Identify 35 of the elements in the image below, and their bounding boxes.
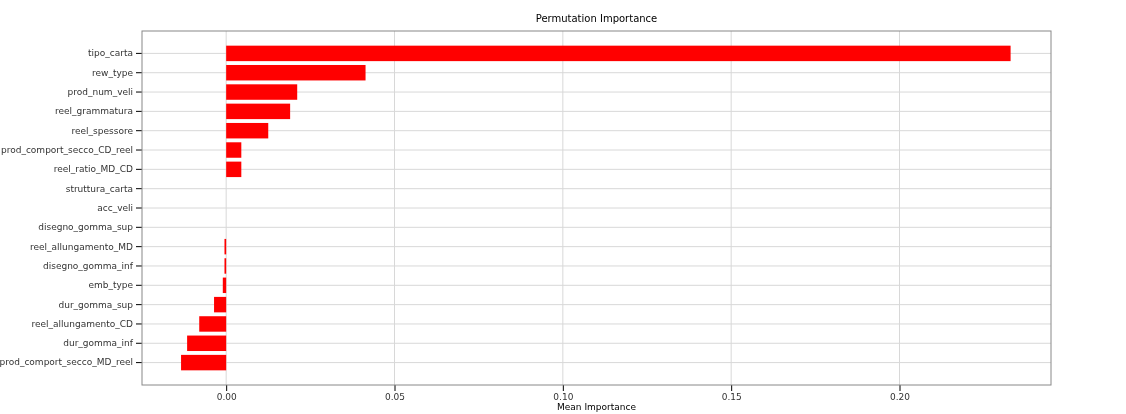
y-tick-label: prod_comport_secco_CD_reel — [0, 144, 133, 155]
bar — [226, 161, 242, 178]
x-tick-label: 0.15 — [721, 392, 742, 403]
bar — [226, 142, 242, 158]
y-tick-label: disegno_gomma_inf — [42, 260, 134, 271]
bar — [214, 296, 227, 313]
y-tick-label: dur_gomma_inf — [63, 338, 134, 349]
bar — [226, 64, 366, 81]
x-axis-title: Mean Importance — [557, 402, 637, 412]
y-tick-label: reel_spessore — [71, 125, 134, 136]
y-tick-label: reel_grammatura — [54, 106, 133, 117]
bar — [226, 84, 298, 100]
y-tick-label: reel_allungamento_MD — [30, 241, 134, 252]
bar — [199, 316, 227, 332]
y-tick-label: acc_veli — [97, 202, 133, 213]
y-tick-label: tipo_carta — [88, 48, 133, 59]
y-tick-label: disegno_gomma_sup — [38, 222, 134, 233]
y-tick-label: struttura_carta — [65, 183, 133, 194]
bar — [226, 103, 291, 120]
bar — [181, 354, 227, 371]
y-tick-label: prod_num_veli — [67, 86, 133, 97]
y-tick-label: dur_gomma_sup — [58, 299, 134, 310]
y-tick-label: emb_type — [88, 280, 134, 291]
y-tick-label: prod_comport_secco_MD_reel — [0, 357, 133, 368]
x-tick-label: 0.20 — [889, 392, 911, 403]
chart-title: Permutation Importance — [535, 13, 658, 24]
bar — [187, 335, 227, 352]
y-tick-label: reel_ratio_MD_CD — [53, 164, 134, 175]
y-tick-label: reel_allungamento_CD — [31, 318, 134, 329]
x-tick-label: 0.00 — [216, 392, 237, 403]
bar — [226, 45, 1011, 62]
y-tick-label: rew_type — [91, 67, 134, 78]
x-tick-label: 0.05 — [384, 392, 406, 403]
x-tick-label: 0.10 — [553, 392, 574, 403]
bar — [226, 122, 269, 139]
